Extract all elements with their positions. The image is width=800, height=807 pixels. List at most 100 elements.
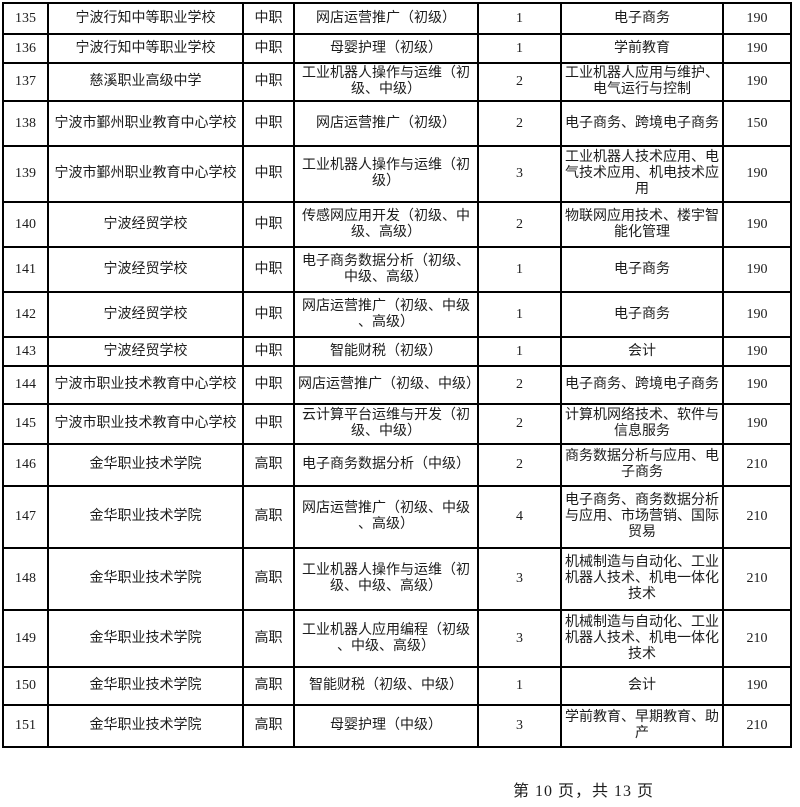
program-cell: 电子商务数据分析（中级） bbox=[293, 443, 479, 487]
majors-cell: 物联网应用技术、楼宇智能化管理 bbox=[560, 201, 724, 248]
level-cell: 中职 bbox=[242, 291, 295, 338]
program-cell: 云计算平台运维与开发（初级、中级） bbox=[293, 403, 479, 445]
majors-cell: 电子商务 bbox=[560, 246, 724, 293]
level-cell: 高职 bbox=[242, 443, 295, 487]
school-cell: 宁波行知中等职业学校 bbox=[47, 2, 244, 35]
majors-cell: 机械制造与自动化、工业机器人技术、机电一体化技术 bbox=[560, 547, 724, 611]
school-cell: 金华职业技术学院 bbox=[47, 609, 244, 668]
school-cell: 金华职业技术学院 bbox=[47, 443, 244, 487]
level-cell: 中职 bbox=[242, 201, 295, 248]
table-row: 141 宁波经贸学校 中职 电子商务数据分析（初级、中级、高级） 1 电子商务 … bbox=[2, 246, 792, 293]
quota-cell: 1 bbox=[477, 2, 562, 35]
quota-cell: 2 bbox=[477, 62, 562, 102]
school-cell: 宁波经贸学校 bbox=[47, 291, 244, 338]
fee-cell: 210 bbox=[722, 609, 792, 668]
level-cell: 高职 bbox=[242, 547, 295, 611]
table-row: 149 金华职业技术学院 高职 工业机器人应用编程（初级、中级、高级） 3 机械… bbox=[2, 609, 792, 668]
quota-cell: 2 bbox=[477, 365, 562, 405]
fee-cell: 190 bbox=[722, 291, 792, 338]
row-number-cell: 151 bbox=[2, 704, 49, 748]
row-number-cell: 135 bbox=[2, 2, 49, 35]
level-cell: 中职 bbox=[242, 145, 295, 203]
level-cell: 中职 bbox=[242, 33, 295, 64]
school-cell: 金华职业技术学院 bbox=[47, 547, 244, 611]
program-cell: 工业机器人操作与运维（初级、中级） bbox=[293, 62, 479, 102]
school-cell: 慈溪职业高级中学 bbox=[47, 62, 244, 102]
level-cell: 中职 bbox=[242, 403, 295, 445]
fee-cell: 210 bbox=[722, 485, 792, 549]
fee-cell: 190 bbox=[722, 201, 792, 248]
fee-cell: 190 bbox=[722, 403, 792, 445]
quota-cell: 2 bbox=[477, 201, 562, 248]
table-row: 136 宁波行知中等职业学校 中职 母婴护理（初级） 1 学前教育 190 bbox=[2, 33, 792, 64]
fee-cell: 190 bbox=[722, 2, 792, 35]
program-cell: 智能财税（初级） bbox=[293, 336, 479, 367]
row-number-cell: 138 bbox=[2, 100, 49, 147]
row-number-cell: 140 bbox=[2, 201, 49, 248]
quota-cell: 1 bbox=[477, 336, 562, 367]
page-footer: 第 10 页，共 13 页 bbox=[513, 783, 655, 800]
row-number-cell: 146 bbox=[2, 443, 49, 487]
fee-cell: 190 bbox=[722, 62, 792, 102]
fee-cell: 190 bbox=[722, 336, 792, 367]
program-cell: 网店运营推广（初级） bbox=[293, 100, 479, 147]
fee-cell: 190 bbox=[722, 365, 792, 405]
row-number-cell: 143 bbox=[2, 336, 49, 367]
table-row: 145 宁波市职业技术教育中心学校 中职 云计算平台运维与开发（初级、中级） 2… bbox=[2, 403, 792, 445]
table-row: 143 宁波经贸学校 中职 智能财税（初级） 1 会计 190 bbox=[2, 336, 792, 367]
training-roster-table: 135 宁波行知中等职业学校 中职 网店运营推广（初级） 1 电子商务 190 … bbox=[2, 2, 792, 748]
quota-cell: 2 bbox=[477, 443, 562, 487]
table-row: 137 慈溪职业高级中学 中职 工业机器人操作与运维（初级、中级） 2 工业机器… bbox=[2, 62, 792, 102]
table-row: 139 宁波市鄞州职业教育中心学校 中职 工业机器人操作与运维（初级） 3 工业… bbox=[2, 145, 792, 203]
fee-cell: 210 bbox=[722, 704, 792, 748]
table-row: 147 金华职业技术学院 高职 网店运营推广（初级、中级、高级） 4 电子商务、… bbox=[2, 485, 792, 549]
fee-cell: 190 bbox=[722, 33, 792, 64]
table-row: 148 金华职业技术学院 高职 工业机器人操作与运维（初级、中级、高级） 3 机… bbox=[2, 547, 792, 611]
majors-cell: 电子商务 bbox=[560, 291, 724, 338]
level-cell: 高职 bbox=[242, 609, 295, 668]
majors-cell: 学前教育、早期教育、助产 bbox=[560, 704, 724, 748]
majors-cell: 电子商务、商务数据分析与应用、市场营销、国际贸易 bbox=[560, 485, 724, 549]
school-cell: 宁波经贸学校 bbox=[47, 336, 244, 367]
fee-cell: 210 bbox=[722, 443, 792, 487]
row-number-cell: 147 bbox=[2, 485, 49, 549]
table-row: 140 宁波经贸学校 中职 传感网应用开发（初级、中级、高级） 2 物联网应用技… bbox=[2, 201, 792, 248]
row-number-cell: 144 bbox=[2, 365, 49, 405]
table-row: 146 金华职业技术学院 高职 电子商务数据分析（中级） 2 商务数据分析与应用… bbox=[2, 443, 792, 487]
level-cell: 中职 bbox=[242, 2, 295, 35]
program-cell: 智能财税（初级、中级） bbox=[293, 666, 479, 706]
school-cell: 宁波市鄞州职业教育中心学校 bbox=[47, 145, 244, 203]
quota-cell: 2 bbox=[477, 403, 562, 445]
row-number-cell: 137 bbox=[2, 62, 49, 102]
row-number-cell: 145 bbox=[2, 403, 49, 445]
level-cell: 中职 bbox=[242, 336, 295, 367]
quota-cell: 3 bbox=[477, 547, 562, 611]
school-cell: 金华职业技术学院 bbox=[47, 485, 244, 549]
quota-cell: 3 bbox=[477, 609, 562, 668]
row-number-cell: 149 bbox=[2, 609, 49, 668]
level-cell: 高职 bbox=[242, 704, 295, 748]
program-cell: 工业机器人操作与运维（初级、中级、高级） bbox=[293, 547, 479, 611]
school-cell: 宁波市职业技术教育中心学校 bbox=[47, 403, 244, 445]
program-cell: 母婴护理（初级） bbox=[293, 33, 479, 64]
level-cell: 高职 bbox=[242, 485, 295, 549]
quota-cell: 1 bbox=[477, 33, 562, 64]
level-cell: 中职 bbox=[242, 62, 295, 102]
program-cell: 网店运营推广（初级、中级、高级） bbox=[293, 485, 479, 549]
row-number-cell: 148 bbox=[2, 547, 49, 611]
majors-cell: 工业机器人应用与维护、电气运行与控制 bbox=[560, 62, 724, 102]
program-cell: 传感网应用开发（初级、中级、高级） bbox=[293, 201, 479, 248]
majors-cell: 会计 bbox=[560, 336, 724, 367]
school-cell: 宁波行知中等职业学校 bbox=[47, 33, 244, 64]
majors-cell: 商务数据分析与应用、电子商务 bbox=[560, 443, 724, 487]
school-cell: 金华职业技术学院 bbox=[47, 666, 244, 706]
school-cell: 金华职业技术学院 bbox=[47, 704, 244, 748]
row-number-cell: 142 bbox=[2, 291, 49, 338]
quota-cell: 3 bbox=[477, 704, 562, 748]
majors-cell: 会计 bbox=[560, 666, 724, 706]
row-number-cell: 136 bbox=[2, 33, 49, 64]
table-row: 138 宁波市鄞州职业教育中心学校 中职 网店运营推广（初级） 2 电子商务、跨… bbox=[2, 100, 792, 147]
fee-cell: 190 bbox=[722, 246, 792, 293]
quota-cell: 4 bbox=[477, 485, 562, 549]
